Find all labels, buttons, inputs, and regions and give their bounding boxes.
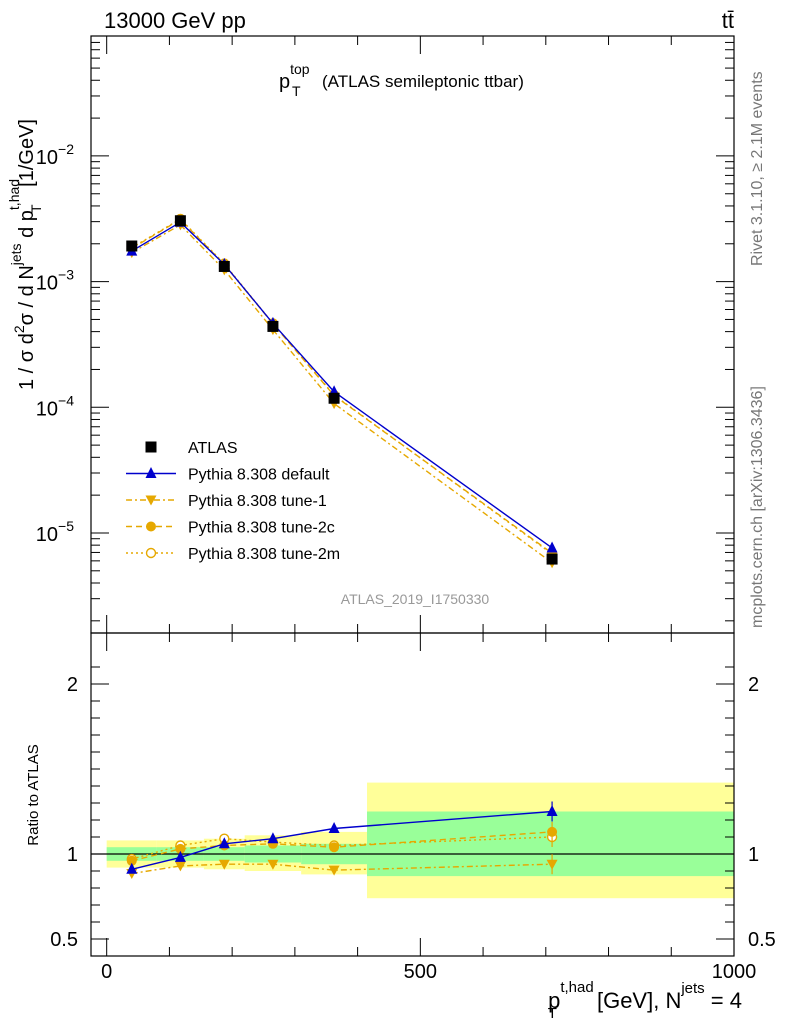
ratio-panel: 0.5 0.5 1 1 2 2 0 500 1000 Ratio to ATLAS pt,had… [25,632,776,1022]
point-atlas [546,553,558,565]
ratio-point-pythia-8-308-tune-1 [546,859,558,870]
main-frame [90,35,735,634]
mcplots-label: mcplots.cern.ch [arXiv:1306.3436] [749,386,766,628]
header-left: 13000 GeV pp [104,8,246,33]
main-y-tick-labels: 10−2 10−3 10−4 10−5 [36,141,74,546]
ratio-point-pythia-8-308-default [174,850,186,862]
legend-marker-pythia-8-308-tune-1 [145,495,157,506]
ratio-line-pythia-8-308-tune-1 [131,863,553,875]
x-tick-label: 1000 [712,961,757,983]
ratio-point-pythia-8-308-tune-2c [175,843,186,854]
series-line-pythia-8-308-tune-2c [131,218,553,554]
plot-title-rest: (ATLAS semileptonic ttbar) [322,72,524,91]
legend-label-atlas: ATLAS [188,440,238,457]
point-atlas [267,320,279,332]
main-ylabel: 1 / σ d2σ / d Njets d pt,had T [1/GeV] [6,119,44,390]
analysis-id: ATLAS_2019_I1750330 [341,591,490,607]
point-atlas [174,215,186,227]
ratio-line-pythia-8-308-tune-2c [131,831,553,862]
ratio-point-pythia-8-308-tune-2c [126,855,137,866]
ratio-point-pythia-8-308-default [546,805,558,816]
ratio-bands [91,782,734,899]
header-right: tt̄ [722,8,734,33]
y-tick-label: 10−5 [36,518,74,546]
ratio-point-pythia-8-308-tune-2c [329,842,340,853]
plot-title-sup: top [290,61,310,77]
series-line-pythia-8-308-tune-1 [131,223,553,564]
y-tick-label: 10−3 [36,267,74,295]
ratio-point-pythia-8-308-default [267,832,279,844]
ratio-y-tick-label-right: 2 [748,674,759,696]
point-pythia-8-308-default [546,541,558,553]
legend: ATLAS Pythia 8.308 default Pythia 8.308 tu… [126,440,340,563]
plot-title: ptop T (ATLAS semileptonic ttbar) [279,61,524,99]
x-tick-label: 500 [404,961,437,983]
ratio-point-pythia-8-308-tune-1 [328,865,340,876]
legend-label-pythia-8-308-tune-2c: Pythia 8.308 tune-2c [188,520,335,537]
ratio-point-pythia-8-308-default [328,822,340,833]
ratio-point-pythia-8-308-tune-1 [174,861,186,872]
legend-marker-pythia-8-308-tune-2c [146,521,156,532]
ratio-y-tick-label: 0.5 [50,929,78,951]
ratio-point-pythia-8-308-tune-1 [218,859,230,870]
ratio-y-tick-label: 2 [67,674,78,696]
ratio-point-pythia-8-308-default [126,862,138,874]
legend-label-pythia-8-308-tune-2m: Pythia 8.308 tune-2m [188,546,340,563]
x-axis-label: pt,had T [GeV], Njets = 4 [548,979,742,1022]
point-atlas [126,240,138,252]
y-tick-label: 10−4 [36,392,74,420]
main-axis-ticks [91,35,735,633]
y-tick-label: 10−2 [36,141,74,169]
legend-marker-atlas [145,441,157,453]
point-atlas [328,392,340,404]
legend-marker-pythia-8-308-default [145,467,157,478]
legend-label-pythia-8-308-default: Pythia 8.308 default [188,467,330,484]
series-line-pythia-8-308-default [131,221,553,549]
legend-label-pythia-8-308-tune-1: Pythia 8.308 tune-1 [188,493,327,510]
ratio-y-tick-label-right: 0.5 [748,929,776,951]
ratio-point-pythia-8-308-tune-1 [267,859,279,870]
point-atlas [218,260,230,272]
legend-marker-pythia-8-308-tune-2m [145,547,157,559]
ratio-point-pythia-8-308-tune-2c [547,826,558,837]
plot-title-main: p [279,71,290,93]
ratio-ylabel: Ratio to ATLAS [25,744,42,845]
ratio-line-pythia-8-308-default [131,810,553,870]
ratio-frame [90,632,735,957]
ratio-point-pythia-8-308-default [218,837,230,849]
main-panel: 10−2 10−3 10−4 10−5 ptop T (ATLAS semileptoni… [6,35,735,634]
ratio-tick-labels: 0.5 0.5 1 1 2 2 0 500 1000 [50,674,776,983]
ratio-axis-ticks [91,633,735,956]
ratio-y-tick-label: 1 [67,844,78,866]
rivet-label: Rivet 3.1.10, ≥ 2.1M events [749,71,766,266]
ratio-y-tick-label-right: 1 [748,844,759,866]
plot-title-sub: T [292,83,301,99]
x-tick-label: 0 [101,961,112,983]
main-marks [126,213,558,569]
ratio-marks [126,801,558,880]
